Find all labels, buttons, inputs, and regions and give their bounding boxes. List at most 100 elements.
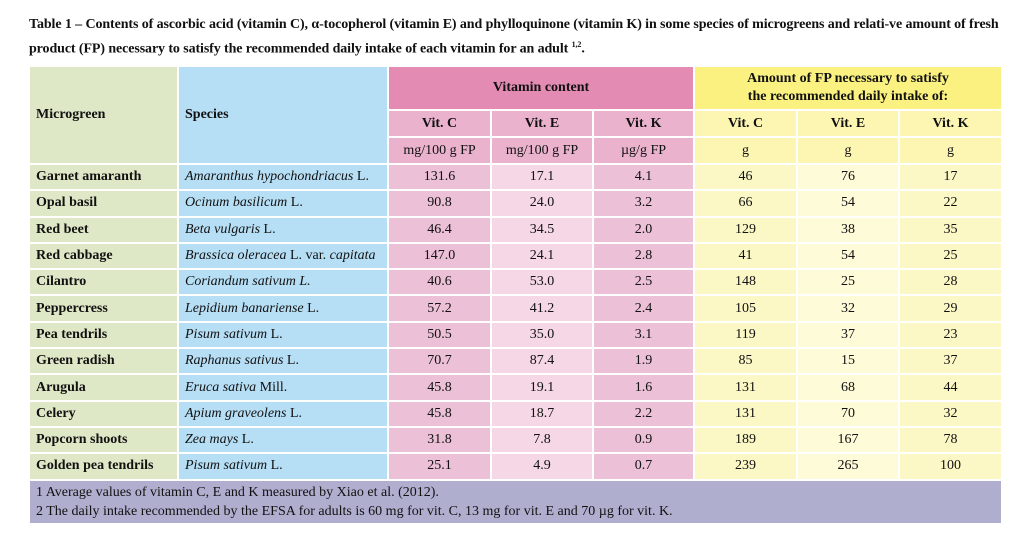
species-part: L.: [287, 195, 303, 211]
microgreen-name: Golden pea tendrils: [30, 454, 177, 479]
species-name: Amaranthus hypochondriacus L.: [179, 165, 387, 190]
unit-fp-vit-k: g: [900, 138, 1001, 163]
cell-vit-k: 0.7: [594, 454, 693, 479]
cell-vit-c: 131.6: [389, 165, 490, 190]
cell-vit-c: 70.7: [389, 349, 490, 374]
microgreen-name: Pea tendrils: [30, 322, 177, 348]
cell-vit-c: 45.8: [389, 375, 490, 400]
species-part: Raphanus sativus: [185, 353, 284, 369]
cell-vit-k: 0.9: [594, 427, 693, 453]
cell-vit-c: 45.8: [389, 401, 490, 426]
microgreen-name: Cilantro: [30, 270, 177, 295]
species-name: Pisum sativum L.: [179, 322, 387, 348]
cell-vit-e: 18.7: [492, 401, 592, 426]
unit-fp-vit-e: g: [798, 138, 898, 163]
cell-vit-e: 41.2: [492, 296, 592, 321]
microgreen-name: Garnet amaranth: [30, 165, 177, 190]
cell-fp-vit-c: 148: [695, 270, 796, 295]
cell-fp-vit-e: 15: [798, 349, 898, 374]
cell-fp-vit-e: 167: [798, 427, 898, 453]
cell-vit-e: 87.4: [492, 349, 592, 374]
header-species: Species: [179, 67, 387, 163]
species-name: Beta vulgaris L.: [179, 217, 387, 242]
species-name: Ocinum basilicum L.: [179, 191, 387, 216]
cell-fp-vit-e: 38: [798, 217, 898, 242]
footnote-2: 2 The daily intake recommended by the EF…: [36, 503, 673, 519]
caption-end: .: [581, 41, 585, 57]
cell-fp-vit-e: 37: [798, 322, 898, 348]
species-part: L.: [286, 405, 303, 421]
species-part: L.: [353, 169, 369, 185]
microgreen-name: Arugula: [30, 375, 177, 400]
header-fp-vit-e: Vit. E: [798, 111, 898, 136]
cell-fp-vit-c: 189: [695, 427, 796, 453]
cell-vit-k: 1.6: [594, 375, 693, 400]
species-part: Pisum sativum: [185, 326, 268, 342]
species-part: Amaranthus hypochondriacus: [185, 169, 354, 185]
cell-fp-vit-k: 25: [900, 243, 1001, 269]
cell-vit-k: 1.9: [594, 349, 693, 374]
cell-vit-c: 90.8: [389, 191, 490, 216]
table-row: Red beet Beta vulgaris L. 46.4 34.5 2.0 129 38…: [30, 217, 1001, 242]
species-part: capitata: [329, 248, 376, 264]
cell-fp-vit-k: 78: [900, 427, 1001, 453]
cell-fp-vit-e: 54: [798, 243, 898, 269]
cell-vit-e: 19.1: [492, 375, 592, 400]
species-part: L.: [238, 432, 254, 448]
cell-fp-vit-e: 32: [798, 296, 898, 321]
microgreen-name: Celery: [30, 401, 177, 426]
cell-vit-c: 147.0: [389, 243, 490, 269]
cell-fp-vit-k: 17: [900, 165, 1001, 190]
species-name: Pisum sativum L.: [179, 454, 387, 479]
species-part: Mill.: [256, 379, 288, 395]
species-part: Ocinum basilicum: [185, 195, 288, 211]
species-name: Coriandum sativum L.: [179, 270, 387, 295]
cell-vit-k: 2.0: [594, 217, 693, 242]
cell-fp-vit-e: 54: [798, 191, 898, 216]
species-name: Raphanus sativus L.: [179, 349, 387, 374]
cell-fp-vit-c: 46: [695, 165, 796, 190]
cell-fp-vit-k: 100: [900, 454, 1001, 479]
table-row: Peppercress Lepidium banariense L. 57.2 41.…: [30, 296, 1001, 321]
cell-fp-vit-c: 41: [695, 243, 796, 269]
cell-vit-e: 17.1: [492, 165, 592, 190]
cell-fp-vit-k: 44: [900, 375, 1001, 400]
cell-fp-vit-k: 28: [900, 270, 1001, 295]
cell-fp-vit-c: 129: [695, 217, 796, 242]
cell-fp-vit-c: 105: [695, 296, 796, 321]
cell-vit-e: 24.1: [492, 243, 592, 269]
table-row: Arugula Eruca sativa Mill. 45.8 19.1 1.6 131 6…: [30, 375, 1001, 400]
cell-fp-vit-e: 25: [798, 270, 898, 295]
cell-vit-k: 2.4: [594, 296, 693, 321]
species-name: Eruca sativa Mill.: [179, 375, 387, 400]
cell-vit-k: 3.2: [594, 191, 693, 216]
cell-vit-c: 25.1: [389, 454, 490, 479]
cell-fp-vit-c: 131: [695, 375, 796, 400]
table-row: Garnet amaranth Amaranthus hypochondriacu…: [30, 165, 1001, 190]
unit-fp-vit-c: g: [695, 138, 796, 163]
microgreen-name: Opal basil: [30, 191, 177, 216]
species-part: Apium graveolens: [185, 405, 287, 421]
species-part: Pisum sativum: [185, 458, 268, 474]
species-part: L.: [283, 353, 299, 369]
cell-vit-e: 53.0: [492, 270, 592, 295]
cell-fp-vit-k: 29: [900, 296, 1001, 321]
cell-fp-vit-c: 131: [695, 401, 796, 426]
caption-text: Table 1 – Contents of ascorbic acid (vit…: [29, 17, 999, 57]
header-fp-amount: Amount of FP necessary to satisfy the re…: [695, 67, 1001, 109]
caption-superscript: 1,2: [571, 40, 582, 49]
table-row: Cilantro Coriandum sativum L. 40.6 53.0 2.5 1…: [30, 270, 1001, 295]
table-row: Red cabbage Brassica oleracea L. var. cap…: [30, 243, 1001, 269]
header-vit-e: Vit. E: [492, 111, 592, 136]
header-vit-k: Vit. K: [594, 111, 693, 136]
species-part: Coriandum sativum L.: [185, 274, 311, 290]
table-row: Pea tendrils Pisum sativum L. 50.5 35.0 3.1 1…: [30, 322, 1001, 348]
cell-vit-e: 4.9: [492, 454, 592, 479]
cell-vit-c: 50.5: [389, 322, 490, 348]
vitamin-table: Microgreen Species Vitamin content Amoun…: [28, 65, 1003, 525]
cell-vit-e: 35.0: [492, 322, 592, 348]
species-part: L.: [267, 326, 283, 342]
cell-vit-c: 40.6: [389, 270, 490, 295]
microgreen-name: Popcorn shoots: [30, 427, 177, 453]
cell-vit-k: 2.5: [594, 270, 693, 295]
